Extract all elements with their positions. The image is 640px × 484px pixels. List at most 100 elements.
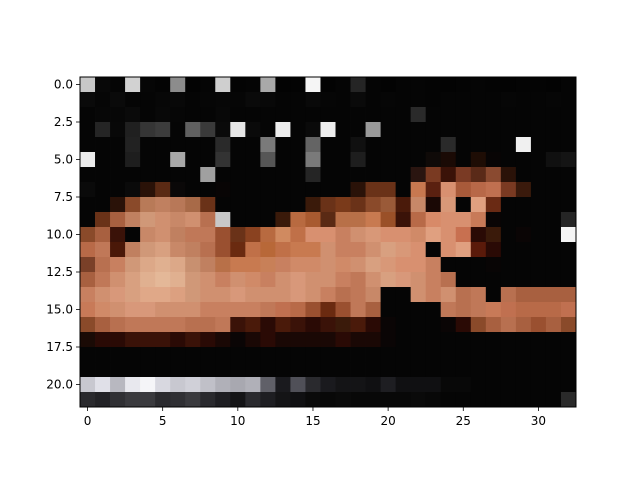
pixel-cell (485, 137, 502, 153)
pixel-cell (395, 332, 412, 348)
pixel-cell (500, 242, 517, 258)
pixel-cell (410, 332, 427, 348)
pixel-cell (335, 167, 351, 183)
pixel-cell (185, 362, 201, 378)
pixel-cell (455, 152, 472, 168)
pixel-cell (530, 257, 547, 273)
pixel-cell (560, 137, 577, 153)
pixel-cell (320, 92, 336, 108)
pixel-cell (185, 317, 201, 333)
pixel-cell (530, 362, 547, 378)
pixel-cell (110, 347, 126, 363)
pixel-cell (515, 212, 532, 228)
pixel-cell (185, 92, 201, 108)
pixel-cell (170, 242, 186, 258)
pixel-cell (515, 272, 532, 288)
pixel-cell (140, 197, 156, 213)
pixel-cell (380, 287, 397, 303)
pixel-cell (440, 137, 457, 153)
pixel-cell (470, 332, 487, 348)
pixel-cell (275, 227, 291, 243)
pixel-cell (230, 302, 246, 318)
pixel-cell (290, 182, 306, 198)
pixel-cell (140, 317, 156, 333)
pixel-cell (245, 152, 261, 168)
pixel-cell (125, 137, 141, 153)
pixel-cell (170, 347, 186, 363)
pixel-cell (230, 77, 246, 93)
pixel-cell (455, 212, 472, 228)
pixel-cell (305, 227, 321, 243)
pixel-cell (530, 347, 547, 363)
pixel-cell (335, 152, 351, 168)
pixel-cell (155, 212, 171, 228)
pixel-cell (425, 317, 442, 333)
pixel-cell (230, 257, 246, 273)
pixel-cell (455, 272, 472, 288)
pixel-cell (335, 317, 351, 333)
pixel-cell (260, 332, 276, 348)
pixel-cell (320, 347, 336, 363)
pixel-cell (110, 362, 126, 378)
pixel-cell (140, 137, 156, 153)
pixel-cell (140, 392, 156, 408)
pixel-cell (260, 167, 276, 183)
pixel-cell (245, 77, 261, 93)
pixel-cell (95, 377, 111, 393)
pixel-cell (350, 92, 366, 108)
pixel-cell (215, 77, 231, 93)
pixel-cell (350, 317, 366, 333)
pixel-cell (80, 332, 96, 348)
pixel-cell (560, 122, 577, 138)
pixel-cell (200, 92, 216, 108)
pixel-cell (95, 362, 111, 378)
pixel-cell (275, 182, 291, 198)
pixel-cell (125, 347, 141, 363)
pixel-cell (515, 287, 532, 303)
pixel-cell (485, 362, 502, 378)
pixel-cell (260, 242, 276, 258)
pixel-cell (140, 272, 156, 288)
pixel-cell (440, 377, 457, 393)
pixel-cell (275, 392, 291, 408)
pixel-cell (290, 227, 306, 243)
pixel-cell (560, 287, 577, 303)
pixel-cell (230, 107, 246, 123)
pixel-cell (560, 167, 577, 183)
pixel-cell (320, 107, 336, 123)
pixel-cell (395, 317, 412, 333)
pixel-cell (155, 77, 171, 93)
pixel-cell (260, 362, 276, 378)
x-tick-label: 20 (380, 414, 395, 428)
pixel-cell (515, 227, 532, 243)
pixel-cell (380, 227, 397, 243)
pixel-cell (440, 347, 457, 363)
pixel-cell (215, 212, 231, 228)
pixel-cell (185, 212, 201, 228)
pixel-cell (455, 227, 472, 243)
pixel-cell (230, 137, 246, 153)
pixel-cell (245, 92, 261, 108)
pixel-cell (380, 302, 397, 318)
pixel-cell (560, 317, 577, 333)
pixel-cell (410, 77, 427, 93)
pixel-cell (125, 302, 141, 318)
pixel-cell (365, 317, 382, 333)
pixel-cell (500, 227, 517, 243)
pixel-cell (545, 242, 562, 258)
pixel-cell (455, 347, 472, 363)
pixel-cell (335, 227, 351, 243)
pixel-cell (80, 137, 96, 153)
x-tick-label: 15 (305, 414, 320, 428)
pixel-cell (155, 122, 171, 138)
pixel-cell (185, 182, 201, 198)
pixel-cell (110, 242, 126, 258)
pixel-cell (350, 332, 366, 348)
pixel-cell (515, 167, 532, 183)
pixel-cell (425, 392, 442, 408)
pixel-cell (380, 107, 397, 123)
pixel-cell (95, 272, 111, 288)
pixel-cell (110, 212, 126, 228)
pixel-cell (335, 122, 351, 138)
